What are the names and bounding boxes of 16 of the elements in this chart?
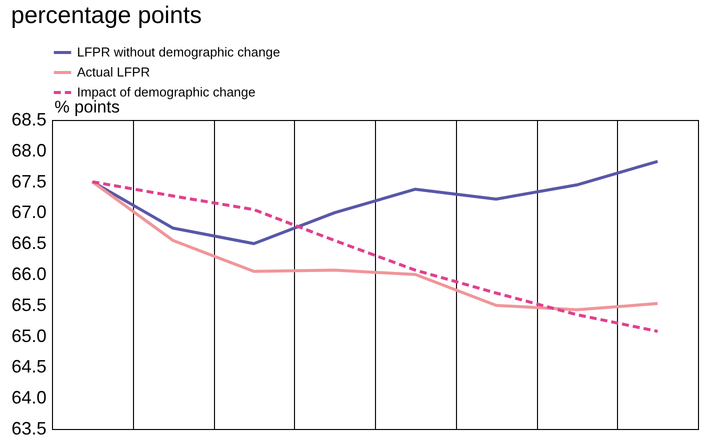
y-tick-label: 64.0 (11, 388, 46, 408)
y-tick-label: 65.5 (11, 294, 46, 315)
y-tick-label: 67.5 (11, 171, 46, 192)
legend-label: LFPR without demographic change (77, 44, 280, 60)
y-tick-label: 66.0 (11, 264, 46, 284)
y-tick-label: 68.0 (11, 140, 46, 160)
chart-title: percentage points (10, 2, 202, 29)
y-axis-title: % points (54, 98, 120, 116)
y-tick-label: 67.0 (11, 202, 46, 222)
y-tick-label: 64.5 (11, 356, 46, 377)
y-tick-label: 63.5 (11, 418, 46, 438)
legend-label: Actual LFPR (77, 64, 150, 80)
legend-label: Impact of demographic change (77, 84, 256, 100)
y-tick-label: 65.0 (11, 326, 46, 346)
y-tick-label: 68.5 (11, 110, 46, 130)
y-tick-label: 66.5 (11, 233, 46, 254)
